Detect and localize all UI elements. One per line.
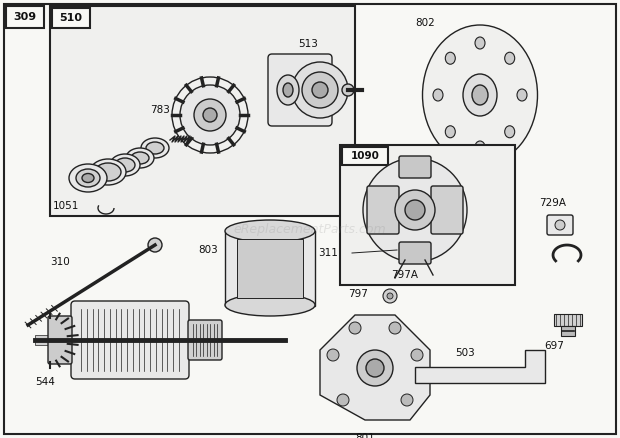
Bar: [50, 6, 355, 216]
Ellipse shape: [69, 164, 107, 192]
Circle shape: [203, 108, 217, 122]
Text: 697: 697: [544, 341, 564, 351]
FancyBboxPatch shape: [71, 301, 189, 379]
Ellipse shape: [76, 169, 100, 187]
Ellipse shape: [126, 148, 154, 168]
Ellipse shape: [283, 83, 293, 97]
Circle shape: [180, 85, 240, 145]
Text: 1051: 1051: [53, 201, 79, 211]
Circle shape: [555, 220, 565, 230]
Text: 783: 783: [150, 105, 170, 115]
Ellipse shape: [225, 294, 315, 316]
Ellipse shape: [225, 220, 315, 242]
Circle shape: [389, 322, 401, 334]
Bar: [237, 239, 303, 298]
Text: 510: 510: [60, 13, 82, 23]
Ellipse shape: [445, 126, 455, 138]
FancyBboxPatch shape: [367, 186, 399, 234]
Circle shape: [383, 289, 397, 303]
Text: 803: 803: [198, 245, 218, 255]
Ellipse shape: [475, 141, 485, 153]
Text: 729A: 729A: [539, 198, 567, 208]
FancyBboxPatch shape: [48, 316, 72, 364]
Ellipse shape: [90, 159, 126, 185]
Circle shape: [312, 82, 328, 98]
Ellipse shape: [146, 142, 164, 154]
Circle shape: [401, 394, 413, 406]
Ellipse shape: [141, 138, 169, 158]
Ellipse shape: [115, 158, 135, 172]
Text: eReplacementParts.com: eReplacementParts.com: [234, 223, 386, 237]
Circle shape: [327, 349, 339, 361]
Ellipse shape: [505, 126, 515, 138]
Text: 309: 309: [14, 12, 37, 22]
Text: 311: 311: [318, 248, 338, 258]
Text: 802: 802: [415, 18, 435, 28]
Circle shape: [357, 350, 393, 386]
Circle shape: [342, 84, 354, 96]
Ellipse shape: [505, 52, 515, 64]
Bar: [225, 231, 315, 306]
Bar: [6, 6, 44, 28]
Text: 503: 503: [455, 348, 475, 358]
Ellipse shape: [422, 25, 538, 165]
Circle shape: [349, 322, 361, 334]
Ellipse shape: [110, 154, 140, 176]
Text: 797A: 797A: [391, 270, 419, 280]
Circle shape: [148, 238, 162, 252]
Text: 544: 544: [35, 377, 55, 387]
Polygon shape: [320, 315, 430, 420]
Ellipse shape: [131, 152, 149, 164]
Polygon shape: [415, 350, 545, 383]
Bar: [35, 335, 53, 345]
Ellipse shape: [475, 37, 485, 49]
Text: 310: 310: [50, 257, 70, 267]
Ellipse shape: [445, 52, 455, 64]
Text: 513: 513: [298, 39, 318, 49]
Text: 1090: 1090: [350, 151, 379, 161]
Ellipse shape: [95, 163, 121, 181]
Ellipse shape: [82, 173, 94, 183]
Text: 801: 801: [355, 433, 375, 438]
Text: 797: 797: [348, 289, 368, 299]
Bar: [340, 145, 515, 285]
FancyBboxPatch shape: [431, 186, 463, 234]
Ellipse shape: [517, 89, 527, 101]
Circle shape: [395, 190, 435, 230]
Bar: [554, 314, 582, 326]
Circle shape: [302, 72, 338, 108]
Ellipse shape: [472, 85, 488, 105]
FancyBboxPatch shape: [399, 242, 431, 264]
Circle shape: [337, 394, 349, 406]
Circle shape: [363, 158, 467, 262]
Circle shape: [366, 359, 384, 377]
Bar: [52, 8, 90, 28]
Ellipse shape: [277, 75, 299, 105]
Circle shape: [194, 99, 226, 131]
FancyBboxPatch shape: [399, 156, 431, 178]
Circle shape: [405, 200, 425, 220]
Circle shape: [292, 62, 348, 118]
Circle shape: [411, 349, 423, 361]
Ellipse shape: [433, 89, 443, 101]
FancyBboxPatch shape: [547, 215, 573, 235]
Bar: [561, 326, 575, 336]
FancyBboxPatch shape: [268, 54, 332, 126]
Ellipse shape: [463, 74, 497, 116]
Circle shape: [387, 293, 393, 299]
Bar: [342, 147, 388, 165]
FancyBboxPatch shape: [188, 320, 222, 360]
